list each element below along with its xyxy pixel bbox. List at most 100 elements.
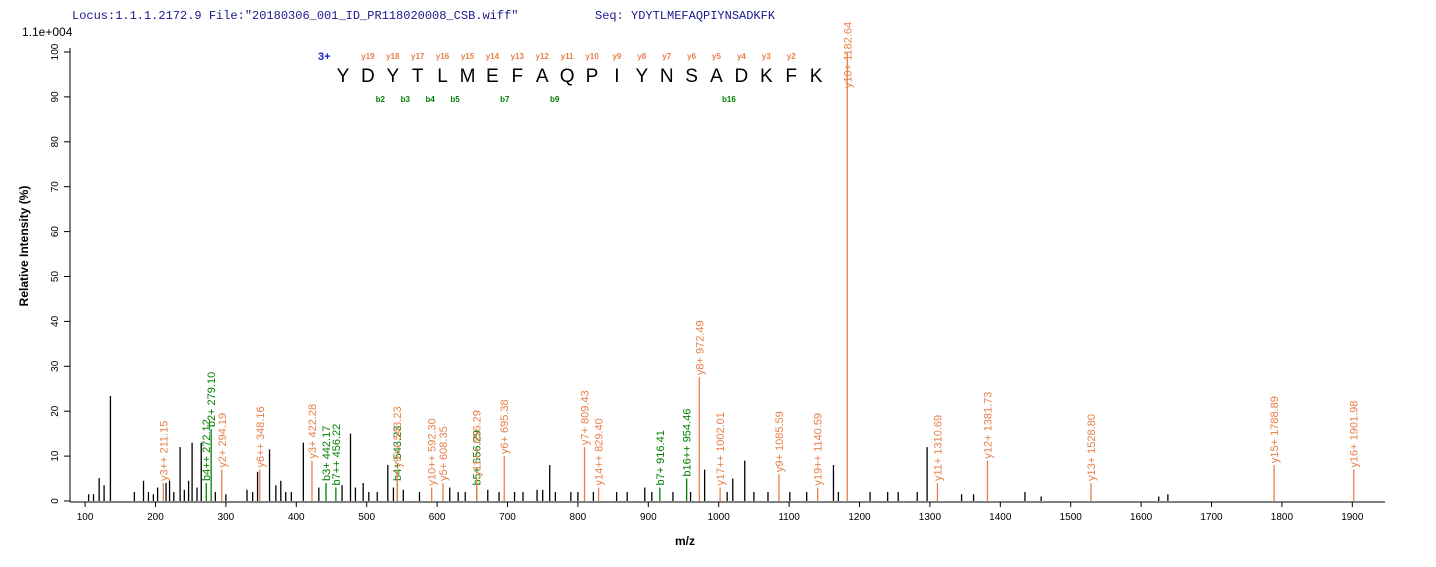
- x-tick-label: 1400: [989, 512, 1012, 523]
- peak-label: y15+ 1788.89: [1269, 396, 1281, 463]
- peak-label: y10+ 1182.64: [842, 22, 854, 88]
- y-ion-label: y16: [436, 52, 450, 61]
- peak-label: y13+ 1528.80: [1086, 414, 1098, 481]
- sequence-residue: N: [660, 66, 674, 87]
- sequence-residue: Q: [560, 66, 575, 87]
- x-tick-label: 400: [288, 512, 305, 523]
- y-ion-label: y3: [762, 52, 771, 61]
- peak-label: y3++ 211.15: [158, 421, 170, 481]
- y-ion-label: y7: [662, 52, 671, 61]
- y-ion-label: y6: [687, 52, 696, 61]
- peak-label: y6++ 348.16: [255, 406, 267, 467]
- peak-label: y2+ 294.19: [217, 413, 229, 468]
- y-ion-label: y4: [737, 52, 746, 61]
- y-tick-label: 70: [50, 181, 61, 193]
- sequence-residue: Y: [635, 66, 648, 87]
- peak-label: b4++ 272.12: [201, 419, 213, 481]
- sequence-residue: F: [785, 66, 797, 87]
- sequence-residue: S: [685, 66, 698, 87]
- b-ion-label: b4: [425, 95, 435, 104]
- sequence-residue: M: [460, 66, 476, 87]
- y-ion-label: y5: [712, 52, 721, 61]
- y-ion-label: y15: [461, 52, 475, 61]
- peak-label: b7+ 916.41: [655, 430, 667, 485]
- y-tick-label: 0: [50, 498, 61, 504]
- peak-label: y11++ 656.29: [472, 410, 484, 476]
- sequence-residue: K: [810, 66, 823, 87]
- y-ion-label: y18: [386, 52, 400, 61]
- x-tick-label: 200: [147, 512, 164, 523]
- y-tick-label: 30: [50, 360, 61, 372]
- y-ion-label: y2: [787, 52, 796, 61]
- y-tick-label: 90: [50, 91, 61, 103]
- peak-label: y9++ 543.23: [392, 406, 404, 467]
- x-tick-label: 100: [77, 512, 94, 523]
- peak-label: y19++ 1140.59: [813, 413, 825, 486]
- sequence-residue: A: [536, 66, 549, 87]
- x-tick-label: 1100: [778, 512, 800, 523]
- y-ion-label: y8: [637, 52, 646, 61]
- peak-label: y14++ 829.40: [594, 418, 606, 485]
- y-ion-label: y13: [511, 52, 525, 61]
- x-tick-label: 500: [358, 512, 375, 523]
- y-tick-label: 100: [50, 43, 61, 60]
- sequence-residue: D: [361, 66, 375, 87]
- sequence-residue: I: [614, 66, 619, 87]
- sequence-residue: A: [710, 66, 723, 87]
- y-ion-label: y10: [585, 52, 599, 61]
- x-tick-label: 800: [570, 512, 587, 523]
- peak-label: y6+ 695.38: [499, 399, 511, 454]
- charge: 3+: [318, 51, 331, 63]
- x-tick-label: 1900: [1341, 512, 1364, 523]
- sequence-residue: P: [586, 66, 599, 87]
- b-ion-label: b9: [550, 95, 560, 104]
- peak-label: b2+ 279.10: [206, 372, 218, 427]
- b-ion-label: b7: [500, 95, 510, 104]
- x-tick-label: 300: [218, 512, 235, 523]
- y-ion-label: y14: [486, 52, 500, 61]
- y-axis-label: Relative Intensity (%): [17, 186, 31, 307]
- peak-label: b3+ 442.17: [321, 426, 333, 481]
- peak-label: y3+ 422.28: [307, 404, 319, 459]
- y-ion-label: y9: [612, 52, 621, 61]
- x-tick-label: 1500: [1060, 512, 1083, 523]
- y-tick-label: 50: [50, 271, 61, 283]
- sequence-residue: T: [412, 66, 424, 87]
- x-tick-label: 1200: [848, 512, 871, 523]
- x-tick-label: 1300: [919, 512, 942, 523]
- sequence-residue: F: [511, 66, 523, 87]
- sequence-residue: D: [735, 66, 749, 87]
- y-tick-label: 60: [50, 226, 61, 238]
- peak-label: y16+ 1901.98: [1349, 401, 1361, 468]
- y-ion-label: y12: [536, 52, 550, 61]
- sequence-residue: E: [486, 66, 499, 87]
- peak-label: y17++ 1002.01: [715, 412, 727, 485]
- peak-label: b4+ 543.23: [392, 426, 404, 481]
- y-ion-label: y17: [411, 52, 425, 61]
- y-ion-label: y19: [361, 52, 375, 61]
- x-tick-label: 1700: [1200, 512, 1223, 523]
- sequence-residue: Y: [337, 66, 350, 87]
- peak-label: y12+ 1381.73: [982, 392, 994, 459]
- peak-label: b16++ 954.46: [682, 409, 694, 477]
- x-tick-label: 1600: [1130, 512, 1153, 523]
- peak-label: y8+ 972.49: [694, 320, 706, 375]
- peak-label: y9+ 1085.59: [774, 411, 786, 472]
- b-ion-label: b5: [450, 95, 460, 104]
- b-ion-label: b16: [722, 95, 736, 104]
- header-seq: Seq: YDYTLMEFAQPIYNSADKFK: [595, 9, 776, 23]
- peak-label: y5+ 608.35: [438, 426, 450, 481]
- sequence-residue: Y: [386, 66, 399, 87]
- peak-label: b5+ 656.29: [472, 430, 484, 485]
- x-axis-label: m/z: [675, 534, 695, 548]
- peak-label: y11+ 1310.69: [932, 415, 944, 481]
- y-ion-label: y11: [561, 52, 574, 61]
- x-tick-label: 1000: [708, 512, 731, 523]
- peak-label: y7+ 809.43: [580, 390, 592, 445]
- sequence-residue: K: [760, 66, 773, 87]
- x-tick-label: 700: [499, 512, 516, 523]
- y-tick-label: 80: [50, 136, 61, 148]
- peak-label: b7++ 456.22: [331, 424, 343, 486]
- sequence-residue: L: [437, 66, 448, 87]
